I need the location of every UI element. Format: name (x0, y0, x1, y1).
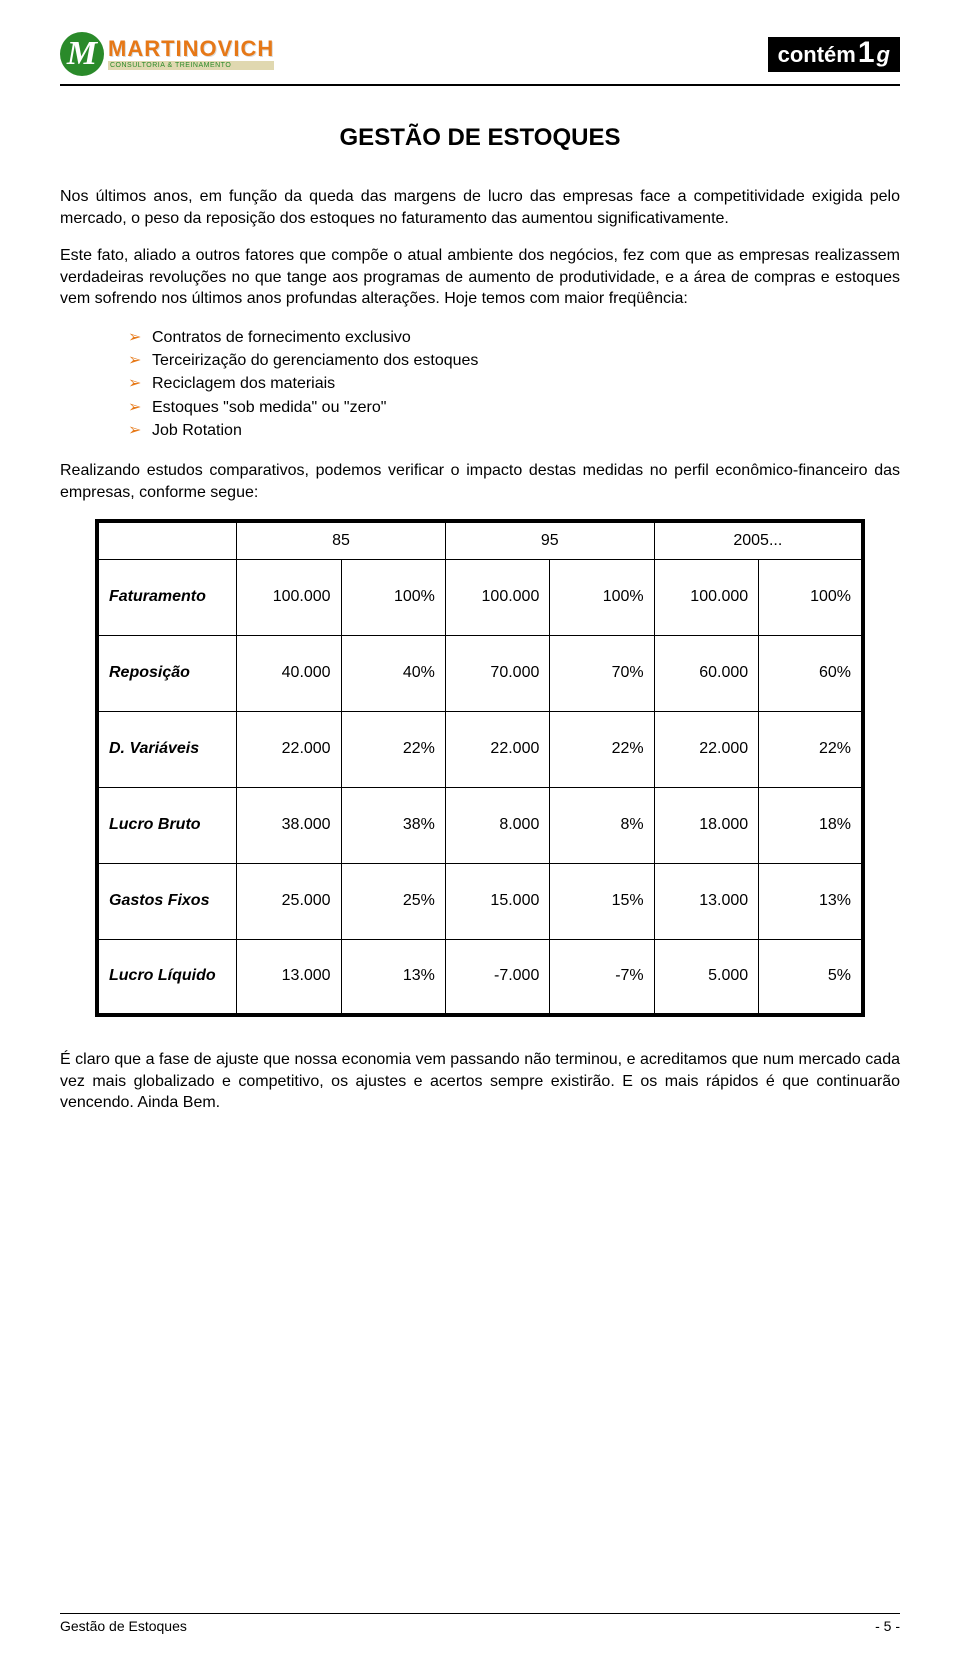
cell: 13.000 (654, 863, 759, 939)
row-label: Gastos Fixos (97, 863, 237, 939)
row-label: Lucro Líquido (97, 939, 237, 1015)
cell: 25% (341, 863, 445, 939)
cell: 70% (550, 635, 654, 711)
bullet-list: Contratos de fornecimento exclusivo Terc… (128, 326, 900, 442)
table-row: D. Variáveis 22.000 22% 22.000 22% 22.00… (97, 711, 863, 787)
logo-right-num: 1 (858, 41, 875, 65)
row-label: Faturamento (97, 559, 237, 635)
cell: 40% (341, 635, 445, 711)
cell: 60% (759, 635, 863, 711)
table-header-row: 85 95 2005... (97, 521, 863, 559)
paragraph-2: Este fato, aliado a outros fatores que c… (60, 245, 900, 310)
cell: 22.000 (445, 711, 550, 787)
cell: 13% (759, 863, 863, 939)
header-year-85: 85 (237, 521, 446, 559)
table-row: Gastos Fixos 25.000 25% 15.000 15% 13.00… (97, 863, 863, 939)
cell: 13.000 (237, 939, 342, 1015)
list-item: Reciclagem dos materiais (128, 372, 900, 395)
cell: 18% (759, 787, 863, 863)
list-item: Terceirização do gerenciamento dos estoq… (128, 349, 900, 372)
cell: 5.000 (654, 939, 759, 1015)
cell: 38.000 (237, 787, 342, 863)
header-blank (97, 521, 237, 559)
cell: 40.000 (237, 635, 342, 711)
cell: 22% (550, 711, 654, 787)
cell: 18.000 (654, 787, 759, 863)
list-item: Contratos de fornecimento exclusivo (128, 326, 900, 349)
cell: 22% (759, 711, 863, 787)
table-row: Lucro Líquido 13.000 13% -7.000 -7% 5.00… (97, 939, 863, 1015)
table-row: Reposição 40.000 40% 70.000 70% 60.000 6… (97, 635, 863, 711)
row-label: Lucro Bruto (97, 787, 237, 863)
list-item: Job Rotation (128, 419, 900, 442)
cell: -7% (550, 939, 654, 1015)
logo-text-block: MARTINOVICH CONSULTORIA & TREINAMENTO (108, 38, 274, 70)
cell: 100.000 (654, 559, 759, 635)
cell: 22.000 (654, 711, 759, 787)
page-footer: Gestão de Estoques - 5 - (60, 1613, 900, 1634)
footer-left: Gestão de Estoques (60, 1618, 187, 1634)
cell: 70.000 (445, 635, 550, 711)
table-body: Faturamento 100.000 100% 100.000 100% 10… (97, 559, 863, 1015)
cell: 22.000 (237, 711, 342, 787)
cell: 15.000 (445, 863, 550, 939)
cell: 100% (759, 559, 863, 635)
cell: 8% (550, 787, 654, 863)
comparison-table: 85 95 2005... Faturamento 100.000 100% 1… (95, 519, 865, 1017)
cell: 60.000 (654, 635, 759, 711)
logo-sub-text: CONSULTORIA & TREINAMENTO (108, 61, 274, 70)
paragraph-1: Nos últimos anos, em função da queda das… (60, 186, 900, 229)
list-item: Estoques "sob medida" ou "zero" (128, 396, 900, 419)
cell: 38% (341, 787, 445, 863)
cell: 100% (550, 559, 654, 635)
paragraph-4: É claro que a fase de ajuste que nossa e… (60, 1049, 900, 1114)
logo-contem1g: contém 1 g (768, 37, 900, 72)
cell: 13% (341, 939, 445, 1015)
logo-martinovich: MARTINOVICH CONSULTORIA & TREINAMENTO (60, 32, 274, 76)
cell: 25.000 (237, 863, 342, 939)
row-label: Reposição (97, 635, 237, 711)
cell: 100% (341, 559, 445, 635)
header-year-2005: 2005... (654, 521, 863, 559)
footer-right: - 5 - (875, 1618, 900, 1634)
logo-right-g: g (877, 42, 890, 68)
row-label: D. Variáveis (97, 711, 237, 787)
cell: 5% (759, 939, 863, 1015)
cell: -7.000 (445, 939, 550, 1015)
table-row: Lucro Bruto 38.000 38% 8.000 8% 18.000 1… (97, 787, 863, 863)
logo-right-main: contém (778, 42, 856, 68)
logo-m-icon (60, 32, 104, 76)
paragraph-3: Realizando estudos comparativos, podemos… (60, 460, 900, 503)
cell: 15% (550, 863, 654, 939)
cell: 100.000 (445, 559, 550, 635)
page-header: MARTINOVICH CONSULTORIA & TREINAMENTO co… (60, 32, 900, 86)
header-year-95: 95 (445, 521, 654, 559)
cell: 22% (341, 711, 445, 787)
page: MARTINOVICH CONSULTORIA & TREINAMENTO co… (0, 0, 960, 1654)
logo-main-text: MARTINOVICH (108, 38, 274, 60)
cell: 8.000 (445, 787, 550, 863)
page-title: GESTÃO DE ESTOQUES (60, 124, 900, 152)
cell: 100.000 (237, 559, 342, 635)
table-row: Faturamento 100.000 100% 100.000 100% 10… (97, 559, 863, 635)
